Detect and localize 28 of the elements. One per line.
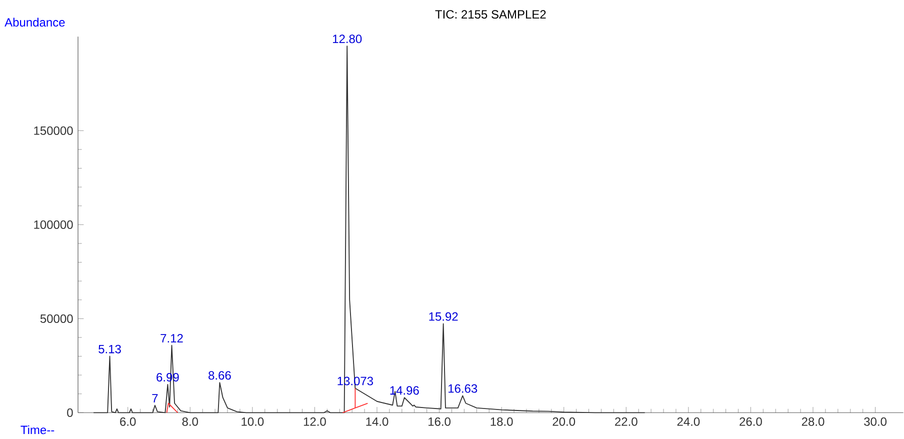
annotation: 8.66 — [208, 371, 231, 380]
y-axis-title: Abundance — [4, 18, 65, 27]
x-tick-label: 14.0 — [366, 418, 388, 426]
annotation: 12.80 — [333, 34, 362, 44]
x-tick-label: 26.0 — [740, 418, 762, 426]
y-tick-label: 150000 — [34, 126, 73, 136]
x-tick-label: 20.0 — [552, 418, 576, 426]
chart-title: TIC: 2155 SAMPLE2 — [435, 10, 546, 19]
x-tick-label: 8.0 — [182, 418, 198, 426]
x-tick-label: 28.0 — [802, 418, 824, 426]
x-tick-label: 12.0 — [304, 418, 326, 426]
x-tick-label: 22.0 — [615, 418, 638, 426]
x-tick-label: 6.0 — [120, 418, 136, 426]
y-tick-label: 50000 — [40, 314, 73, 324]
y-tick-label: 100000 — [34, 220, 73, 230]
x-axis-title: Time-- — [20, 426, 54, 434]
x-tick-label: 16.0 — [428, 418, 450, 426]
x-tick-label: 24.0 — [677, 418, 700, 426]
annotation: 7.12 — [160, 334, 183, 343]
y-tick-label: 0 — [67, 408, 73, 418]
annotation: 7 — [152, 394, 158, 403]
annotation: 15.92 — [429, 312, 458, 321]
annotation: 16.63 — [448, 384, 478, 393]
x-tick-label: 18.0 — [490, 418, 513, 426]
x-tick-label: 30.0 — [864, 418, 887, 426]
x-tick-label: 10.0 — [242, 418, 264, 426]
annotation: 5.13 — [98, 344, 121, 354]
annotation: 14.96 — [390, 386, 419, 395]
